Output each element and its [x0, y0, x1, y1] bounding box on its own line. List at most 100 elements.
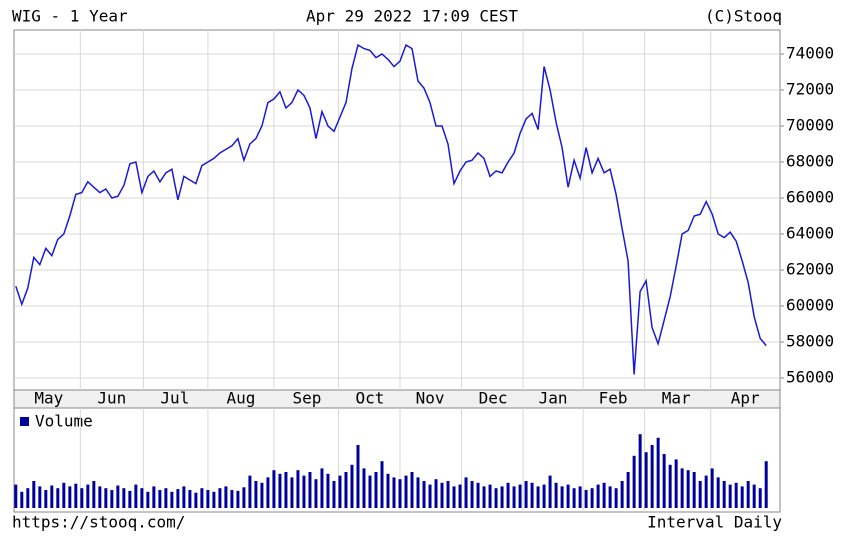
volume-bar	[308, 472, 312, 508]
volume-bar	[464, 477, 468, 508]
volume-bar	[110, 490, 114, 508]
y-tick-label: 58000	[786, 331, 834, 350]
volume-bar	[422, 481, 426, 508]
volume-bar	[62, 482, 66, 508]
x-tick-label: Aug	[226, 389, 255, 408]
volume-bar	[404, 475, 408, 508]
volume-bar	[608, 486, 612, 508]
volume-bar	[566, 484, 570, 508]
volume-bar	[362, 468, 366, 508]
volume-bar	[470, 481, 474, 508]
volume-bar	[242, 487, 246, 508]
volume-bar	[170, 491, 174, 508]
volume-bar	[152, 486, 156, 508]
y-tick-label: 62000	[786, 259, 834, 278]
volume-bar	[650, 445, 654, 508]
volume-bar	[326, 473, 330, 508]
volume-bar	[680, 468, 684, 508]
volume-bar	[116, 485, 120, 508]
volume-bar	[500, 486, 504, 508]
interval: Interval Daily	[647, 513, 782, 532]
volume-bar	[374, 472, 378, 508]
url: https://stooq.com/	[12, 513, 185, 532]
volume-bar	[146, 491, 150, 508]
volume-bar	[128, 490, 132, 508]
volume-bar	[542, 484, 546, 508]
volume-bar	[656, 437, 660, 508]
volume-bar	[14, 484, 18, 508]
volume-bar	[686, 470, 690, 508]
volume-bar	[350, 464, 354, 508]
volume-bar	[44, 490, 48, 508]
volume-bar	[530, 482, 534, 508]
volume-bar	[716, 477, 720, 508]
plot-frame	[13, 29, 781, 391]
volume-bar	[68, 486, 72, 508]
volume-bar	[164, 488, 168, 508]
volume-bar	[386, 473, 390, 508]
volume-bar	[506, 482, 510, 508]
volume-bar	[212, 491, 216, 508]
volume-bar	[320, 468, 324, 508]
volume-bar	[620, 481, 624, 508]
volume-bar	[332, 481, 336, 508]
volume-bar	[134, 484, 138, 508]
x-tick-label: Jun	[97, 389, 126, 408]
volume-bar	[584, 490, 588, 508]
volume-bar	[74, 483, 78, 508]
volume-bar	[590, 488, 594, 508]
x-tick-label: Jan	[539, 389, 568, 408]
x-tick-label: Oct	[356, 389, 385, 408]
volume-bar	[602, 482, 606, 508]
volume-bar	[428, 484, 432, 508]
volume-bar	[248, 475, 252, 508]
volume-bar	[260, 482, 264, 508]
x-tick-label: Feb	[599, 389, 628, 408]
volume-bar	[734, 482, 738, 508]
volume-bar	[698, 481, 702, 508]
volume-bar	[398, 479, 402, 508]
volume-bar	[710, 468, 714, 508]
volume-bar	[644, 452, 648, 508]
volume-bar	[518, 484, 522, 508]
volume-bar	[536, 486, 540, 508]
title: WIG - 1 Year	[12, 7, 128, 26]
volume-bar	[236, 490, 240, 508]
x-tick-label: May	[34, 389, 63, 408]
volume-bar	[200, 488, 204, 508]
x-tick-label: Jul	[160, 389, 189, 408]
y-tick-label: 56000	[786, 367, 834, 386]
volume-bar	[284, 472, 288, 508]
volume-bar	[614, 488, 618, 508]
volume-bar	[662, 454, 666, 508]
volume-bar	[278, 473, 282, 508]
volume-bar	[674, 459, 678, 508]
volume-bar	[476, 482, 480, 508]
y-tick-label: 74000	[786, 43, 834, 62]
x-tick-label: Nov	[416, 389, 445, 408]
volume-bar	[176, 489, 180, 508]
y-tick-label: 72000	[786, 79, 834, 98]
price-line	[15, 43, 767, 375]
volume-bar	[758, 488, 762, 508]
volume-bar	[638, 434, 642, 508]
volume-bar	[26, 488, 30, 508]
x-tick-label: Sep	[292, 389, 321, 408]
volume-bar	[356, 445, 360, 508]
volume-bar	[458, 484, 462, 508]
volume-bar	[296, 470, 300, 508]
volume-bar	[668, 464, 672, 508]
volume-bar	[224, 486, 228, 508]
volume-bar	[488, 484, 492, 508]
volume-bar	[728, 484, 732, 508]
volume-bar	[158, 490, 162, 508]
x-tick-label: Dec	[479, 389, 508, 408]
x-tick-label: Apr	[731, 389, 760, 408]
volume-bar	[182, 486, 186, 508]
legend-label: Volume	[35, 412, 93, 431]
volume-bar	[122, 488, 126, 508]
y-tick-label: 68000	[786, 151, 834, 170]
volume-bar	[32, 481, 36, 508]
volume-bar	[272, 470, 276, 508]
